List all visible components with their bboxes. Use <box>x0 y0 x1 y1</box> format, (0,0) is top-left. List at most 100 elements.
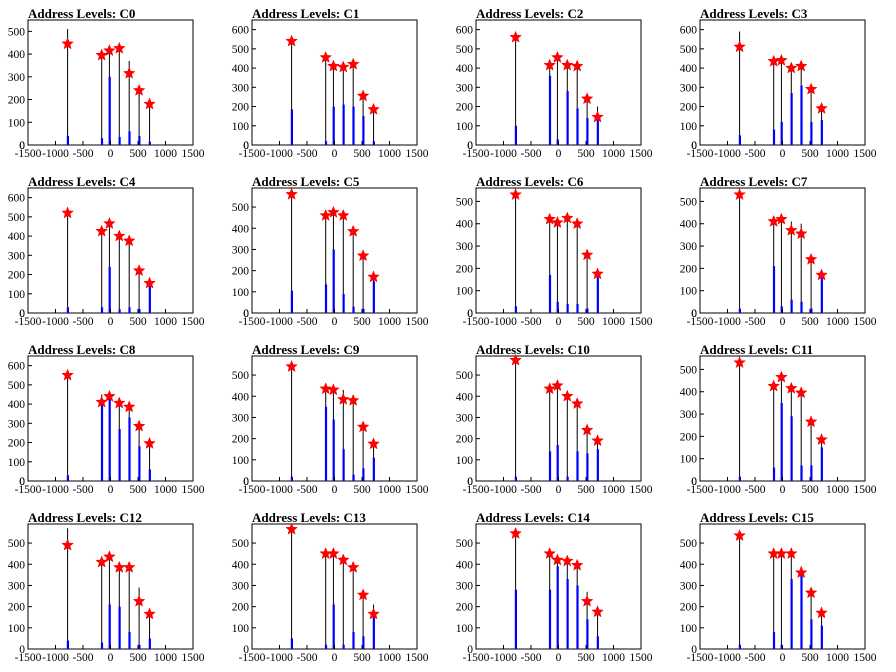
bar <box>138 135 141 145</box>
x-tick-label: 500 <box>577 652 595 664</box>
x-tick-label: -1000 <box>42 484 69 496</box>
y-tick-label: 0 <box>19 140 25 152</box>
y-tick-label: 0 <box>691 476 697 488</box>
x-tick-label: -1000 <box>714 484 741 496</box>
x-tick-label: -1500 <box>687 148 714 160</box>
x-tick-label: 1500 <box>630 148 653 160</box>
star-marker <box>551 378 564 392</box>
star-marker <box>122 66 136 79</box>
y-tick-label: 500 <box>232 370 250 382</box>
star-marker <box>509 30 522 43</box>
y-tick-label: 400 <box>680 219 698 231</box>
bar <box>372 457 375 481</box>
x-tick-label: -500 <box>296 316 317 328</box>
x-tick-label: -500 <box>72 652 93 664</box>
bar <box>566 91 569 145</box>
x-tick-label: -1000 <box>490 148 517 160</box>
bar <box>148 141 151 145</box>
y-tick-label: 300 <box>8 250 26 262</box>
chart-title: Address Levels: C14 <box>476 510 590 525</box>
bar <box>790 579 793 649</box>
star-marker <box>591 110 604 123</box>
y-tick-label: 200 <box>680 263 698 275</box>
y-tick-label: 400 <box>8 399 26 411</box>
y-tick-label: 400 <box>680 63 698 75</box>
x-tick-label: 500 <box>577 484 595 496</box>
star-marker <box>356 89 370 102</box>
x-tick-label: 0 <box>556 652 562 664</box>
x-tick-label: -1000 <box>266 316 293 328</box>
star-marker <box>775 212 788 225</box>
chart-title: Address Levels: C7 <box>700 174 808 189</box>
star-marker <box>95 48 109 61</box>
star-marker <box>132 594 146 607</box>
bar <box>100 404 104 481</box>
star-marker <box>122 400 136 413</box>
y-tick-label: 0 <box>19 476 25 488</box>
star-marker <box>327 59 340 72</box>
x-tick-label: 500 <box>129 484 147 496</box>
x-tick-label: -1500 <box>463 652 490 664</box>
bar <box>66 307 69 313</box>
bar <box>820 120 823 145</box>
star-marker <box>509 526 522 539</box>
y-tick-label: 300 <box>232 244 250 256</box>
star-marker <box>775 53 788 66</box>
bar <box>586 619 589 649</box>
y-tick-label: 600 <box>232 25 250 37</box>
star-marker <box>580 594 594 607</box>
y-tick-label: 400 <box>232 223 250 235</box>
y-tick-label: 500 <box>8 538 26 550</box>
y-tick-label: 100 <box>456 286 474 298</box>
bar <box>352 474 355 481</box>
bar <box>342 104 345 145</box>
bar <box>790 299 793 313</box>
x-tick-label: 1500 <box>854 316 877 328</box>
x-tick-label: 0 <box>780 316 786 328</box>
star-marker <box>112 41 126 54</box>
star-marker <box>580 423 594 436</box>
y-tick-label: 500 <box>680 538 698 550</box>
star-marker <box>570 558 584 571</box>
x-tick-label: 0 <box>556 316 562 328</box>
y-tick-label: 500 <box>8 380 26 392</box>
y-tick-label: 0 <box>243 308 249 320</box>
bar <box>820 447 823 481</box>
star-marker <box>319 50 333 63</box>
x-tick-label: -1500 <box>463 148 490 160</box>
chart-panel: Address Levels: C10 0 100 200 300 400 500 0 -150… <box>448 336 672 504</box>
bar <box>596 116 599 145</box>
bar <box>576 451 579 481</box>
x-tick-label: 1500 <box>854 484 877 496</box>
star-marker <box>356 420 370 433</box>
star-marker <box>767 379 781 392</box>
y-tick-label: 200 <box>456 263 474 275</box>
bar <box>556 139 559 145</box>
x-tick-label: -500 <box>520 316 541 328</box>
y-tick-label: 300 <box>8 72 26 84</box>
y-tick-label: 0 <box>467 476 473 488</box>
star-marker <box>61 368 74 381</box>
x-tick-label: -1500 <box>687 652 714 664</box>
x-tick-label: -500 <box>744 148 765 160</box>
x-tick-label: -1000 <box>490 484 517 496</box>
y-tick-label: 500 <box>8 26 26 38</box>
star-marker <box>733 528 746 542</box>
y-tick-label: 0 <box>243 476 249 488</box>
y-tick-label: 200 <box>8 270 26 282</box>
star-marker <box>327 383 340 396</box>
y-tick-label: 100 <box>680 623 698 635</box>
chart-title: Address Levels: C0 <box>28 6 136 21</box>
x-tick-label: -1500 <box>687 316 714 328</box>
x-tick-label: -1000 <box>42 316 69 328</box>
bar <box>148 469 151 481</box>
bar <box>548 589 552 649</box>
x-tick-label: 1500 <box>406 316 429 328</box>
bar <box>800 568 803 649</box>
y-tick-label: 200 <box>8 95 26 107</box>
star-marker <box>551 50 564 63</box>
